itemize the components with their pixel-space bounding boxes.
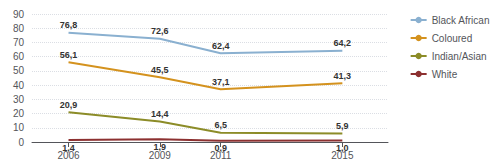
svg-text:5,9: 5,9 — [336, 121, 349, 131]
svg-text:0,9: 0,9 — [214, 143, 227, 153]
svg-text:64,2: 64,2 — [334, 38, 352, 48]
svg-text:1,0: 1,0 — [336, 143, 349, 153]
svg-text:10: 10 — [13, 122, 25, 133]
svg-text:1,4: 1,4 — [62, 143, 75, 153]
svg-text:76,8: 76,8 — [60, 20, 78, 30]
svg-text:37,1: 37,1 — [212, 77, 230, 87]
svg-text:Indian/Asian: Indian/Asian — [432, 51, 487, 62]
svg-text:2015: 2015 — [331, 149, 354, 161]
svg-text:2009: 2009 — [148, 149, 171, 161]
svg-text:6,5: 6,5 — [214, 120, 227, 130]
svg-text:41,3: 41,3 — [334, 71, 352, 81]
svg-text:0: 0 — [18, 137, 24, 148]
svg-text:72,6: 72,6 — [151, 26, 169, 36]
svg-text:20: 20 — [13, 108, 25, 119]
svg-text:40: 40 — [13, 80, 25, 91]
svg-text:62,4: 62,4 — [212, 41, 230, 51]
svg-text:14,4: 14,4 — [151, 109, 169, 119]
svg-text:1,9: 1,9 — [154, 142, 167, 152]
svg-text:56,1: 56,1 — [60, 50, 78, 60]
svg-text:90: 90 — [13, 9, 25, 20]
svg-text:80: 80 — [13, 23, 25, 34]
svg-text:Black African: Black African — [432, 15, 490, 26]
svg-text:60: 60 — [13, 51, 25, 62]
svg-text:45,5: 45,5 — [151, 65, 169, 75]
svg-text:70: 70 — [13, 37, 25, 48]
svg-text:2011: 2011 — [209, 149, 232, 161]
svg-text:30: 30 — [13, 94, 25, 105]
svg-text:Coloured: Coloured — [432, 33, 473, 44]
svg-text:50: 50 — [13, 65, 25, 76]
svg-text:20,9: 20,9 — [60, 100, 78, 110]
svg-text:2006: 2006 — [57, 149, 80, 161]
svg-text:White: White — [432, 69, 458, 80]
